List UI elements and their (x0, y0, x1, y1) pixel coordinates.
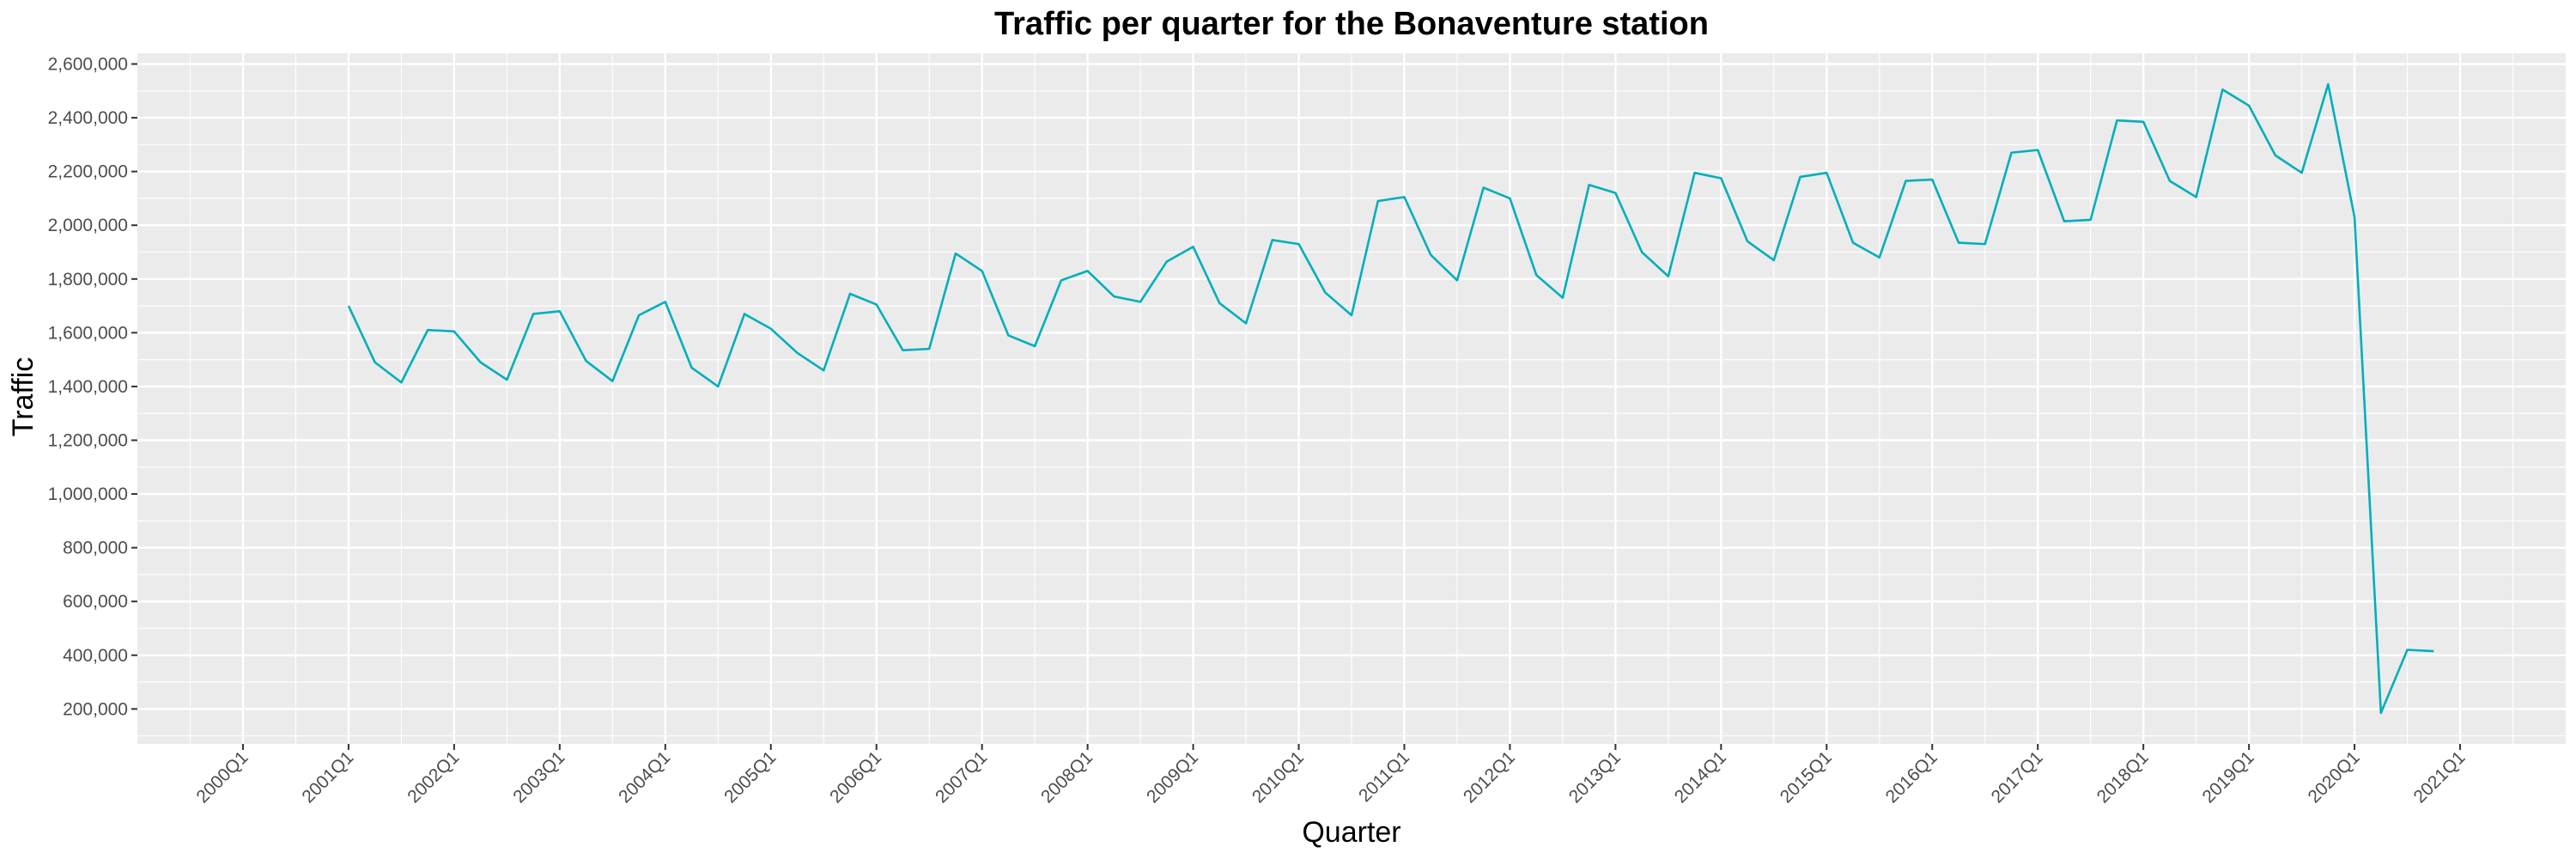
y-tick-label: 400,000 (63, 646, 128, 666)
x-tick-label: 2003Q1 (509, 747, 568, 807)
x-tick-label: 2014Q1 (1671, 747, 1730, 807)
x-tick-label: 2010Q1 (1249, 747, 1308, 807)
x-tick-label: 2001Q1 (298, 747, 357, 807)
x-tick-label: 2017Q1 (1988, 747, 2047, 807)
x-tick-label: 2008Q1 (1037, 747, 1097, 807)
y-tick-label: 1,800,000 (48, 270, 128, 289)
x-tick-label: 2011Q1 (1355, 747, 1413, 806)
chart-title: Traffic per quarter for the Bonaventure … (994, 6, 1709, 42)
x-tick-label: 2013Q1 (1565, 747, 1625, 807)
x-tick-label: 2018Q1 (2093, 747, 2153, 807)
x-tick-label: 2009Q1 (1143, 747, 1202, 807)
traffic-series-line (347, 82, 2434, 715)
x-tick-label: 2007Q1 (932, 747, 991, 807)
x-tick-label: 2021Q1 (2409, 747, 2469, 807)
x-tick-label: 2004Q1 (615, 747, 674, 807)
x-tick-label: 2016Q1 (1882, 747, 1941, 807)
x-axis-label: Quarter (1302, 816, 1400, 849)
x-tick-label: 2002Q1 (404, 747, 463, 807)
x-tick-label: 2012Q1 (1460, 747, 1519, 807)
x-tick-label: 2005Q1 (720, 747, 780, 807)
y-axis-label: Traffic (7, 357, 39, 437)
y-axis-ticks: 200,000 400,000 600,000 800,000 1,000,000 1,2… (48, 55, 137, 719)
y-tick-label: 200,000 (63, 699, 128, 719)
y-tick-label: 2,200,000 (48, 162, 128, 182)
x-tick-label: 2015Q1 (1777, 747, 1836, 807)
y-tick-label: 1,000,000 (48, 484, 128, 504)
major-gridlines (137, 53, 2566, 744)
y-tick-label: 800,000 (63, 539, 128, 558)
x-tick-label: 2000Q1 (192, 747, 252, 807)
y-tick-label: 2,000,000 (48, 216, 128, 235)
x-tick-label: 2019Q1 (2199, 747, 2258, 807)
x-axis-ticks: 2000Q1 2001Q1 2002Q1 2003Q1 2004Q1 2005Q1 2006… (192, 744, 2470, 807)
y-tick-label: 2,600,000 (48, 55, 128, 75)
minor-gridlines (137, 53, 2566, 744)
y-tick-label: 1,200,000 (48, 430, 128, 450)
y-tick-label: 1,400,000 (48, 377, 128, 397)
y-tick-label: 2,400,000 (48, 108, 128, 128)
y-tick-label: 1,600,000 (48, 323, 128, 343)
x-tick-label: 2006Q1 (826, 747, 885, 807)
x-tick-label: 2020Q1 (2305, 747, 2364, 807)
y-tick-label: 600,000 (63, 592, 128, 612)
